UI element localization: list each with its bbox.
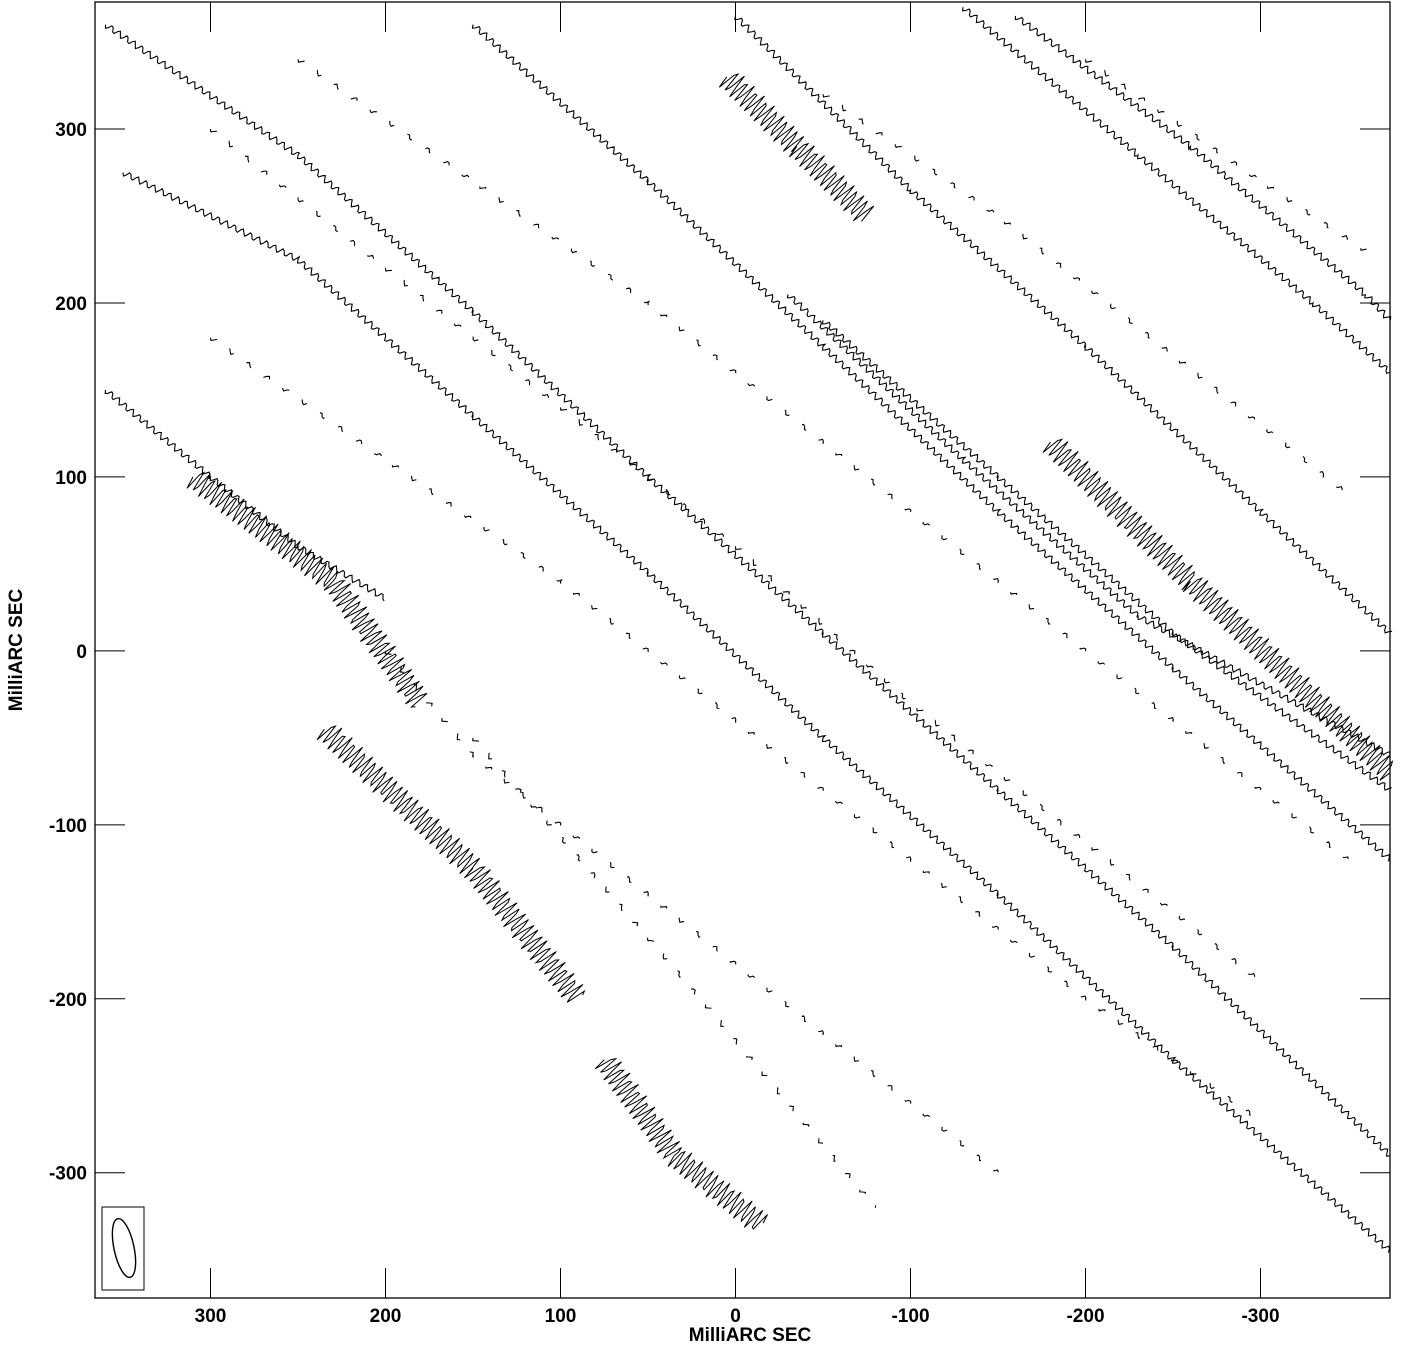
contour-lobe-3: [718, 73, 875, 222]
contour-lobe-0: [186, 471, 428, 708]
contour-line-1: [104, 24, 1390, 1157]
y-tick-label-5: -200: [49, 990, 87, 1011]
contours-layer: [104, 7, 1394, 1253]
dashed-contour-3: [384, 650, 999, 1173]
contour-line-0: [122, 172, 1390, 1253]
x-tick-label-3: 0: [730, 1306, 741, 1327]
x-tick-label-5: -200: [1066, 1306, 1104, 1327]
contour-lobe-4: [1042, 438, 1394, 781]
contour-line-4: [961, 7, 1391, 375]
x-tick-label-6: -300: [1241, 1306, 1279, 1327]
y-tick-label-0: 300: [55, 120, 87, 141]
plot-frame: [94, 1, 1391, 1299]
dashed-contour-4: [472, 737, 877, 1208]
y-tick-label-4: -100: [49, 816, 87, 837]
dashed-contour-5: [822, 94, 1349, 494]
contour-line-2: [471, 24, 1390, 862]
dashed-contour-6: [1084, 59, 1367, 251]
y-tick-label-3: 0: [76, 642, 87, 663]
y-tick-label-2: 100: [55, 468, 87, 489]
x-tick-label-2: 100: [545, 1306, 577, 1327]
contour-line-6: [104, 389, 385, 602]
y-axis-title: MilliARC SEC: [6, 588, 27, 711]
contour-lobe-2: [594, 1057, 768, 1230]
contour-line-5: [1014, 15, 1392, 321]
contour-line-8: [786, 294, 1391, 756]
beam-box: [101, 1206, 145, 1291]
y-tick-label-6: -300: [49, 1164, 87, 1185]
contour-line-7: [821, 320, 1392, 791]
x-tick-label-0: 300: [195, 1306, 227, 1327]
x-tick-label-1: 200: [370, 1306, 402, 1327]
contour-lobe-1: [316, 725, 586, 1003]
x-tick-label-4: -100: [891, 1306, 929, 1327]
contour-line-3: [734, 15, 1393, 634]
dashed-contour-0: [209, 128, 1262, 982]
dashed-contour-2: [209, 337, 1262, 1121]
beam-ellipse: [111, 1217, 137, 1279]
x-axis-title: MilliARC SEC: [689, 1325, 812, 1346]
y-ticks: 300 200 100 0 -100 -200 -300: [49, 120, 1390, 1185]
y-tick-label-1: 200: [55, 294, 87, 315]
x-ticks: 300 200 100 0 -100 -200 -300: [195, 2, 1280, 1327]
beam-layer: [101, 1206, 145, 1291]
